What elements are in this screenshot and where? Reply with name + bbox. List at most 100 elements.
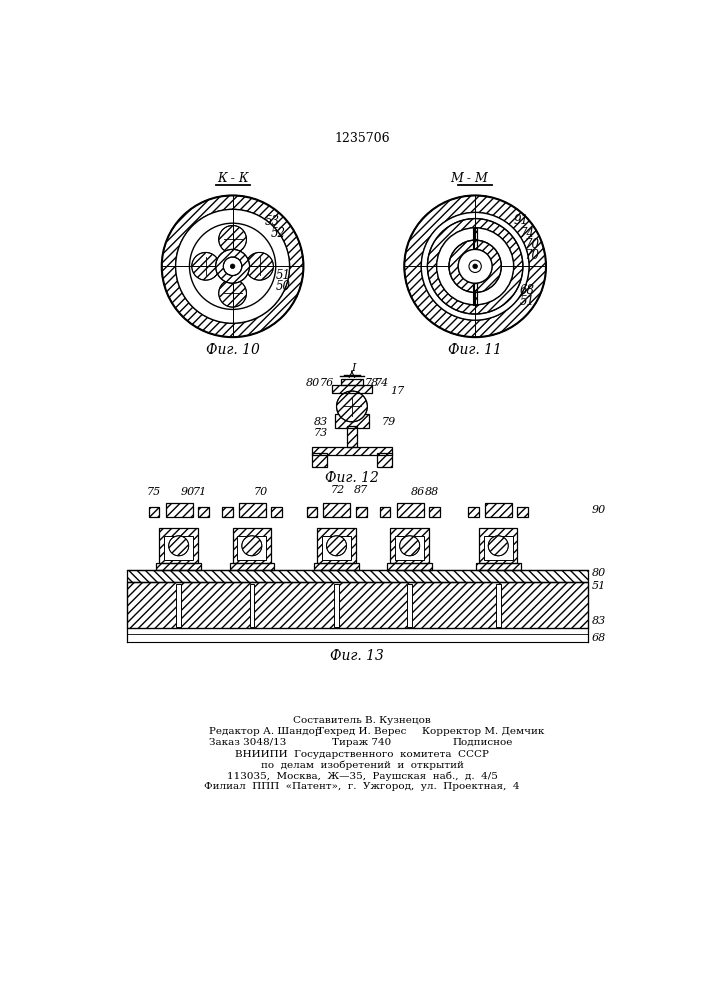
Text: 74: 74 <box>520 227 534 240</box>
Text: Техред И. Верес: Техред И. Верес <box>317 727 407 736</box>
Circle shape <box>175 209 290 323</box>
Bar <box>127 570 588 582</box>
Text: 83: 83 <box>313 417 327 427</box>
Text: 79: 79 <box>381 417 395 427</box>
Bar <box>222 507 233 517</box>
Circle shape <box>473 264 477 269</box>
Text: 73: 73 <box>313 428 327 438</box>
Bar <box>474 228 477 249</box>
Text: Подписное: Подписное <box>452 738 513 747</box>
Bar <box>312 453 327 466</box>
Text: 68: 68 <box>592 633 606 643</box>
Bar <box>317 528 356 563</box>
Circle shape <box>327 536 346 556</box>
Bar <box>474 283 477 305</box>
Bar <box>176 584 181 627</box>
Text: I: I <box>351 363 356 373</box>
Bar <box>312 447 392 455</box>
Text: К - К: К - К <box>217 172 248 185</box>
Text: 76: 76 <box>320 378 334 388</box>
Bar <box>496 584 501 627</box>
Circle shape <box>230 264 235 269</box>
Text: 75: 75 <box>146 487 160 497</box>
Text: 74: 74 <box>375 378 390 388</box>
Bar <box>156 563 201 570</box>
Text: ВНИИПИ  Государственного  комитета  СССР: ВНИИПИ Государственного комитета СССР <box>235 750 489 759</box>
Text: 113035,  Москва,  Ж—35,  Раушская  наб.,  д.  4/5: 113035, Москва, Ж—35, Раушская наб., д. … <box>226 771 498 781</box>
Bar <box>165 503 192 517</box>
Bar <box>397 503 423 517</box>
Circle shape <box>218 279 247 307</box>
Text: 1235706: 1235706 <box>334 132 390 145</box>
Bar <box>271 507 282 517</box>
Circle shape <box>428 219 523 314</box>
Text: 51: 51 <box>520 295 534 308</box>
Bar <box>250 584 254 627</box>
Text: Составитель В. Кузнецов: Составитель В. Кузнецов <box>293 716 431 725</box>
Bar <box>476 563 520 570</box>
Bar <box>324 503 351 517</box>
Bar <box>148 507 160 517</box>
Bar <box>198 507 209 517</box>
Text: Тираж 740: Тираж 740 <box>332 738 392 747</box>
Bar <box>390 528 429 563</box>
Text: 80: 80 <box>305 378 320 388</box>
Bar <box>346 426 357 447</box>
Text: Корректор М. Демчик: Корректор М. Демчик <box>421 727 544 736</box>
Bar <box>322 536 351 560</box>
Text: 90: 90 <box>180 487 194 497</box>
Text: 70: 70 <box>525 249 539 262</box>
Circle shape <box>246 252 274 280</box>
Text: 70: 70 <box>253 487 268 497</box>
Text: 91: 91 <box>514 214 529 227</box>
Bar <box>341 379 363 385</box>
Text: 90: 90 <box>592 505 606 515</box>
Text: Редактор А. Шандор: Редактор А. Шандор <box>209 727 322 736</box>
Text: 68: 68 <box>520 284 534 297</box>
Text: 83: 83 <box>592 615 606 626</box>
Text: по  делам  изобретений  и  открытий: по делам изобретений и открытий <box>260 761 463 770</box>
Bar <box>233 528 271 563</box>
Bar <box>387 563 432 570</box>
Bar <box>395 536 424 560</box>
Bar <box>334 584 339 627</box>
Text: 88: 88 <box>425 487 439 497</box>
Text: 53: 53 <box>265 215 280 228</box>
Bar <box>407 584 412 627</box>
Text: 71: 71 <box>192 487 207 497</box>
Circle shape <box>169 536 189 556</box>
Text: Фиг. 11: Фиг. 11 <box>448 343 502 357</box>
Bar <box>518 507 528 517</box>
Text: 72: 72 <box>330 485 344 495</box>
Bar <box>485 503 512 517</box>
Bar <box>429 507 440 517</box>
Circle shape <box>437 228 514 305</box>
Bar <box>356 507 366 517</box>
Circle shape <box>189 223 276 309</box>
Bar <box>473 283 477 305</box>
Circle shape <box>489 536 508 556</box>
Text: Фиг. 10: Фиг. 10 <box>206 343 259 357</box>
Bar <box>164 536 193 560</box>
Circle shape <box>242 536 262 556</box>
Text: Филиал  ППП  «Патент»,  г.  Ужгород,  ул.  Проектная,  4: Филиал ППП «Патент», г. Ужгород, ул. Про… <box>204 782 520 791</box>
Circle shape <box>399 536 420 556</box>
Text: 51: 51 <box>276 269 291 282</box>
Text: 50: 50 <box>276 280 291 293</box>
Bar <box>160 528 198 563</box>
Circle shape <box>458 249 492 283</box>
Circle shape <box>218 225 247 253</box>
Circle shape <box>404 195 546 337</box>
Text: Заказ 3048/13: Заказ 3048/13 <box>209 738 287 747</box>
Circle shape <box>192 252 219 280</box>
Bar <box>377 453 392 466</box>
Bar <box>127 582 588 628</box>
Text: М - М: М - М <box>450 172 488 185</box>
Text: 51: 51 <box>592 581 606 591</box>
Text: 17: 17 <box>390 386 404 396</box>
Bar <box>473 228 477 249</box>
Text: 70: 70 <box>525 238 539 251</box>
Bar <box>484 536 513 560</box>
Circle shape <box>162 195 303 337</box>
Bar <box>239 503 266 517</box>
